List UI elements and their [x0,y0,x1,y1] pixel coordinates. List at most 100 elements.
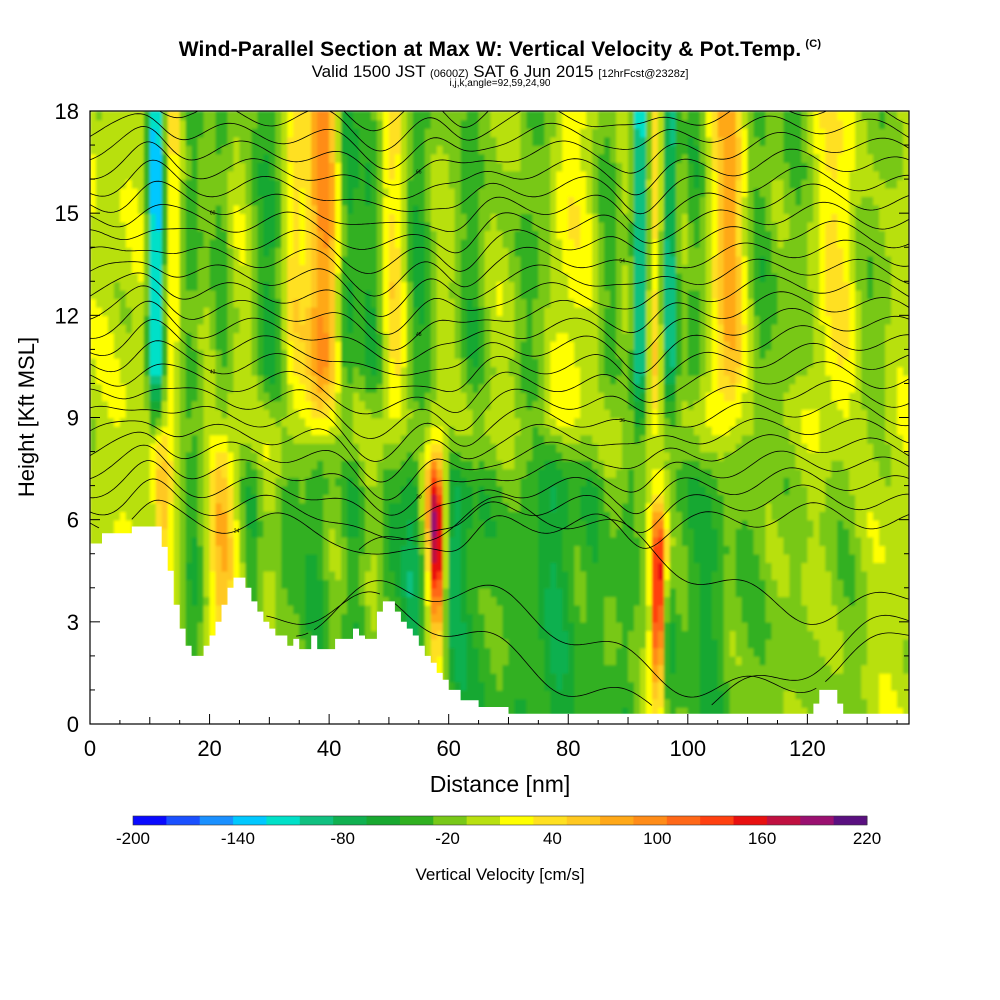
field-cell [119,289,127,300]
field-cell [436,315,444,325]
field-cell [448,281,456,291]
field-cell [484,136,492,146]
field-cell [251,562,259,572]
field-cell [101,451,109,461]
field-cell [496,264,504,274]
field-cell [388,536,396,546]
field-cell [424,460,432,470]
field-cell [430,553,438,564]
field-cell [149,153,157,163]
field-cell [478,553,486,564]
field-cell [221,502,229,512]
field-cell [161,536,169,546]
field-cell [466,545,474,555]
field-cell [143,349,151,359]
field-cell [299,587,307,598]
field-cell [227,179,235,189]
field-cell [454,579,462,589]
field-cell [281,315,289,325]
field-cell [347,315,354,325]
field-cell [233,221,241,231]
field-cell [90,119,97,129]
field-cell [167,468,175,478]
field-cell [257,187,265,197]
field-cell [281,400,289,410]
field-cell [281,306,289,317]
field-cell [113,408,121,419]
field-cell [251,281,259,291]
field-cell [335,128,342,138]
field-cell [185,187,193,197]
field-cell [197,315,205,325]
field-cell [329,562,336,572]
field-cell [293,417,301,427]
field-cell [95,298,103,308]
field-cell [263,221,271,231]
field-cell [263,272,271,283]
field-cell [101,511,109,521]
field-cell [257,298,265,308]
field-cell [502,587,510,598]
field-cell [185,111,193,121]
field-cell [406,426,414,436]
field-cell [466,400,474,410]
field-cell [436,391,444,402]
field-cell [341,170,348,180]
field-cell [233,323,241,334]
field-cell [281,408,289,419]
field-cell [281,213,289,223]
field-cell [155,196,163,206]
field-cell [269,323,277,334]
field-cell [257,264,265,274]
field-cell [185,536,193,546]
field-cell [275,196,283,206]
field-cell [113,426,121,436]
field-cell [191,579,199,589]
field-cell [406,562,414,572]
field-cell [323,357,330,368]
field-cell [137,187,145,197]
field-cell [155,298,163,308]
field-cell [317,528,324,538]
field-cell [382,519,390,529]
field-cell [347,204,354,214]
field-cell [131,153,139,163]
field-cell [496,400,504,410]
field-cell [293,485,301,495]
field-cell [496,485,504,495]
field-cell [257,579,265,589]
field-cell [484,340,492,351]
field-cell [287,281,295,291]
field-cell [281,340,289,351]
field-cell [239,545,247,555]
field-cell [149,136,157,146]
field-cell [113,374,121,385]
field-cell [227,366,235,376]
field-cell [233,281,241,291]
field-cell [400,604,408,615]
field-cell [161,145,169,155]
field-cell [454,596,462,606]
field-cell [496,672,504,683]
field-cell [311,553,318,564]
field-cell [143,502,151,512]
field-cell [448,664,456,674]
field-cell [335,162,342,172]
field-cell [484,383,492,393]
field-cell [101,357,109,368]
field-cell [221,400,229,410]
field-cell [460,374,468,385]
field-cell [245,349,253,359]
field-cell [496,238,504,249]
field-cell [424,451,432,461]
field-cell [149,213,157,223]
field-cell [173,289,181,300]
field-cell [203,383,211,393]
field-cell [347,289,354,300]
field-cell [347,443,354,453]
field-cell [335,136,342,146]
field-cell [95,391,103,402]
field-cell [376,213,384,223]
field-cell [173,162,181,172]
field-cell [353,111,360,121]
